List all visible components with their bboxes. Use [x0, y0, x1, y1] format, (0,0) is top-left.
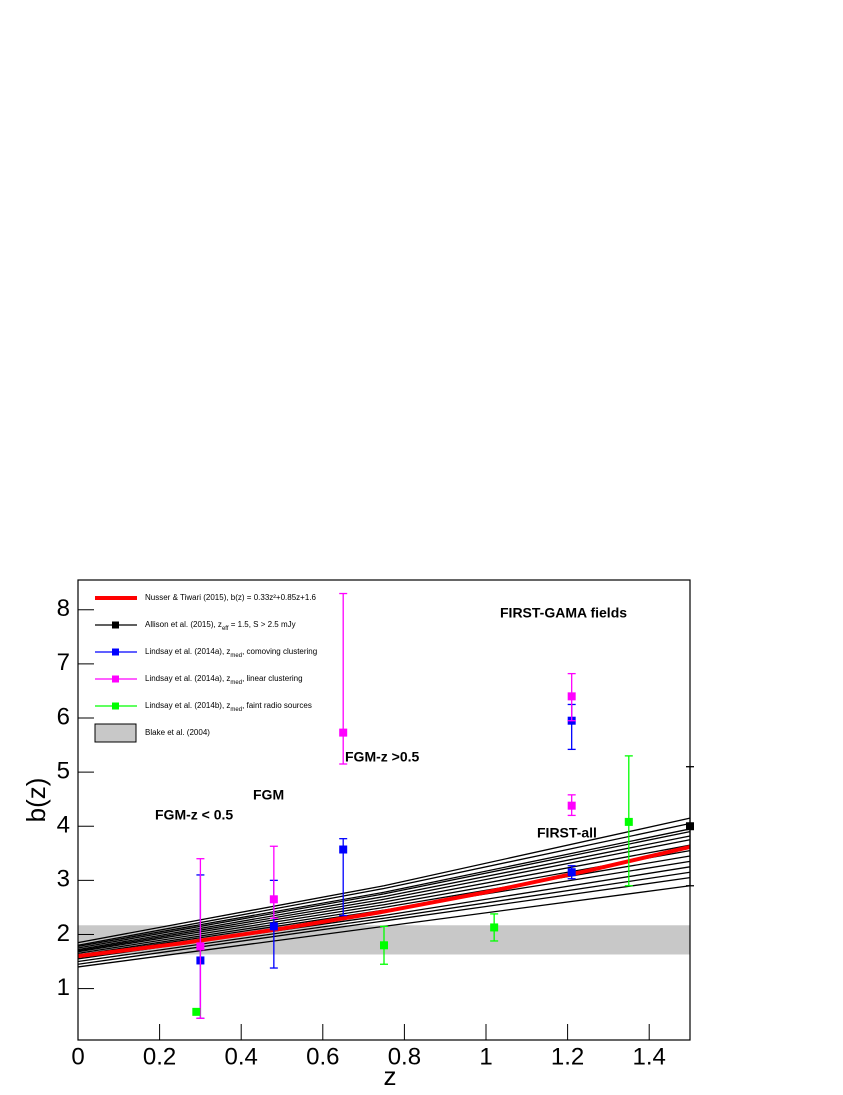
x-axis-label: z [384, 1061, 397, 1090]
x-tick-label: 1.4 [633, 1043, 666, 1070]
plot-frame [77, 579, 691, 1041]
legend-label: Nusser & Tiwari (2015), b(z) = 0.33z²+0.… [145, 593, 317, 602]
point [196, 942, 205, 951]
legend-label: Lindsay et al. (2014b), zmed, faint radi… [145, 701, 312, 712]
x-tick-label: 0 [71, 1043, 84, 1070]
legend-text: Nusser & Tiwari (2015), b(z) = 0.33z²+0.… [145, 593, 317, 602]
model-curve [77, 849, 691, 955]
y-axis-label: b(z) [21, 778, 51, 823]
legend-text: Lindsay et al. (2014b), z [145, 701, 230, 710]
model-curve [77, 817, 691, 944]
y-tick-label: 5 [57, 757, 70, 784]
point [339, 845, 348, 854]
legend-swatch [94, 723, 137, 743]
point [380, 941, 388, 950]
x-tick-label: 0.8 [388, 1043, 421, 1070]
legend-text: med [230, 680, 242, 686]
legend-text: Allison et al. (2015), z [145, 620, 222, 629]
legend-label: Allison et al. (2015), zeff = 1.5, S > 2… [145, 620, 296, 631]
y-tick-label: 1 [57, 974, 70, 1001]
y-tick-label: 4 [57, 812, 70, 839]
point [192, 1007, 201, 1016]
legend-text: med [230, 707, 242, 713]
annotation: FIRST-all [537, 825, 597, 841]
x-tick-label: 0.6 [306, 1043, 339, 1070]
point [567, 692, 576, 701]
legend-marker [112, 702, 119, 710]
legend-label: Lindsay et al. (2014a), zmed, comoving c… [145, 647, 317, 658]
legend-label: Blake et al. (2004) [145, 728, 210, 737]
annotation: FGM-z >0.5 [345, 749, 420, 765]
x-tick-label: 0.4 [225, 1043, 258, 1070]
model-curve [77, 835, 691, 951]
legend-text: Lindsay et al. (2014a), z [145, 647, 230, 656]
model-curve [77, 855, 691, 956]
model-curve [77, 844, 691, 953]
legend-marker [112, 675, 119, 683]
legend-text: Lindsay et al. (2014a), z [145, 674, 230, 683]
y-tick-label: 6 [57, 703, 70, 730]
y-tick-label: 8 [57, 595, 70, 622]
model-curve [77, 871, 691, 963]
x-tick-label: 1 [479, 1043, 492, 1070]
point [269, 895, 278, 904]
annotation: FGM [253, 787, 284, 803]
model-curve [77, 877, 691, 965]
legend-text: , comoving clustering [242, 647, 317, 656]
y-tick-label: 3 [57, 866, 70, 893]
point [339, 728, 348, 737]
model-line [77, 844, 691, 959]
model-curve [77, 839, 691, 952]
annotation: FIRST-GAMA fields [500, 605, 627, 621]
y-tick-label: 7 [57, 649, 70, 676]
legend-label: Lindsay et al. (2014a), zmed, linear clu… [145, 674, 303, 685]
model-curve [77, 822, 691, 946]
legend-marker [112, 648, 119, 656]
point [567, 801, 576, 810]
legend-text: , faint radio sources [242, 701, 312, 710]
legend-marker [112, 621, 119, 629]
legend-text: , linear clustering [242, 674, 302, 683]
point [490, 923, 499, 932]
annotation: FGM-z < 0.5 [155, 807, 233, 823]
legend-text: = 1.5, S > 2.5 mJy [229, 620, 296, 629]
model-curve [77, 831, 691, 949]
point [269, 922, 278, 931]
x-tick-label: 0.2 [143, 1043, 176, 1070]
legend-text: med [230, 653, 242, 659]
legend-text: Blake et al. (2004) [145, 728, 210, 737]
point [624, 817, 633, 826]
legend-text: eff [222, 626, 229, 632]
model-curve [77, 828, 691, 948]
x-tick-label: 1.2 [551, 1043, 584, 1070]
point [567, 868, 576, 877]
y-tick-label: 2 [57, 920, 70, 947]
